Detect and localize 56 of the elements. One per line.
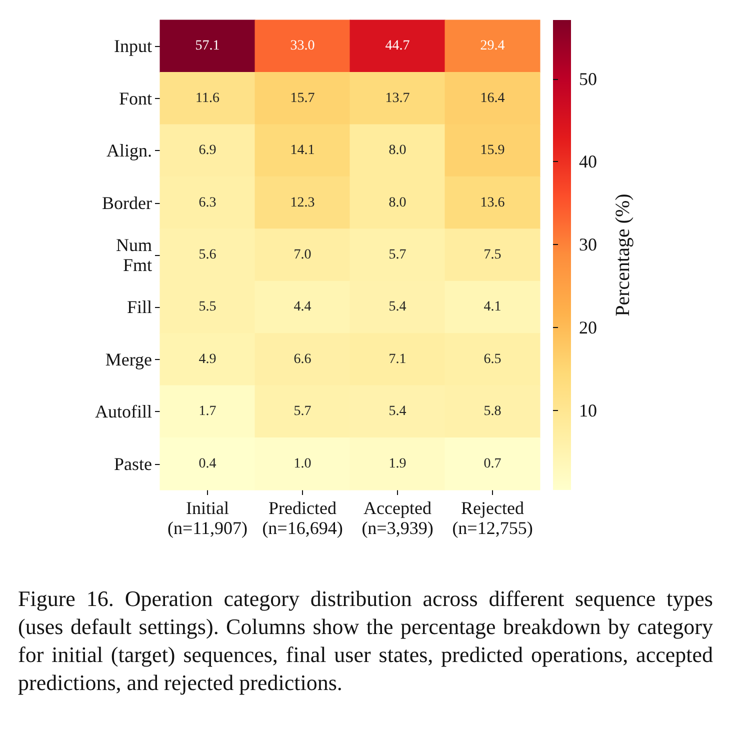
data-label: 6.5 [484,352,502,367]
y-tick-label: Border [102,192,152,213]
y-tick-label: Merge [105,349,152,370]
data-label: 5.7 [294,404,312,420]
color-bar-label: 20 [579,318,597,338]
data-label: 6.6 [294,352,312,367]
data-label: 13.6 [480,195,505,210]
y-tick-label: Fill [126,297,152,318]
data-label: 8.0 [388,143,406,158]
data-label: 1.7 [198,404,216,420]
x-tick-label: Accepted (n=3,939) [362,498,434,538]
y-tick-label: Num Fmt [116,235,152,275]
data-label: 1.0 [294,456,312,472]
data-label: 44.7 [385,38,410,54]
data-label: 11.6 [196,90,220,106]
data-label: 7.1 [388,352,406,367]
data-label: 0.7 [484,456,502,472]
color-bar-label: 40 [579,152,597,172]
color-bar-label: 30 [579,234,597,255]
color-bar-label: 50 [579,68,597,89]
data-label: 8.0 [388,195,406,210]
y-tick-label: Paste [114,454,152,474]
data-label: 14.1 [290,143,315,158]
y-tick-label: Autofill [95,402,152,422]
y-tick-label: Align. [106,140,152,161]
data-label: 15.9 [480,143,505,158]
data-label: 6.3 [198,195,216,210]
data-label: 12.3 [290,195,315,210]
data-label: 4.9 [198,352,216,367]
data-label: 15.7 [290,90,315,106]
caption: Figure 16. Operation category distribution across different sequence types (uses default settings). Columns show the percentage breakdown by category for initial (target) sequences, final user states, predicted operations, accepted predictions, and rejected predictions. [18,585,713,697]
data-label: 5.6 [198,248,216,262]
y-tick-label: Font [118,88,152,108]
data-label: 4.4 [294,300,312,315]
x-tick-label: Initial (n=11,907) [168,498,248,538]
data-label: 0.4 [198,456,216,472]
data-label: 1.9 [388,456,406,472]
data-label: 16.4 [480,90,505,106]
data-label: 13.7 [385,90,410,106]
data-label: 5.4 [388,300,406,315]
data-label: 7.5 [484,248,502,262]
data-label: 4.1 [484,300,502,315]
color-bar-label: 10 [579,400,597,420]
data-label: 33.0 [290,38,315,54]
data-label: 57.1 [195,38,220,54]
data-label: 6.9 [198,143,216,158]
x-tick-label: Predicted (n=16,694) [262,498,343,538]
data-label: 5.8 [484,404,502,420]
y-tick-label: Input [114,36,152,56]
x-tick-label: Rejected (n=12,755) [452,498,533,538]
data-label: 5.5 [198,300,216,315]
color-bar-title: Percentage (%) [612,194,634,316]
data-label: 5.7 [388,248,406,262]
data-label: 7.0 [294,248,312,262]
data-label: 5.4 [388,404,406,420]
data-label: 29.4 [480,38,505,54]
